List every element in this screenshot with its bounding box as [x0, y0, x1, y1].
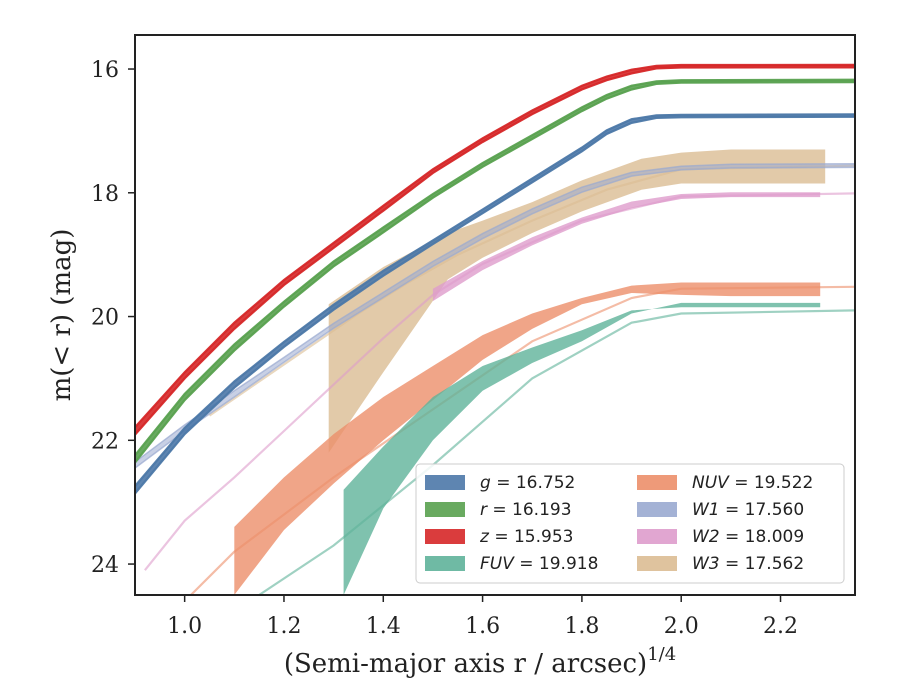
- legend-var-g: g: [480, 473, 491, 493]
- legend-var-w3: W3: [692, 554, 720, 574]
- y-axis-label: m(< r) (mag): [47, 229, 77, 402]
- series-w1-line: [135, 162, 855, 470]
- legend-entry-w3: W3 = 17.562: [692, 554, 804, 574]
- legend-entry-g: g = 16.752: [480, 473, 575, 493]
- y-tick-label: 16: [91, 58, 119, 83]
- x-tick-label: 1.4: [366, 614, 401, 639]
- series-z-line: [135, 63, 855, 437]
- legend-var-fuv: FUV: [480, 554, 515, 574]
- legend-var-nuv: NUV: [692, 473, 730, 493]
- legend-swatch-g: [425, 475, 465, 490]
- legend-entry-w1: W1 = 17.560: [692, 500, 804, 520]
- y-tick-label: 20: [91, 306, 119, 331]
- legend-swatch-fuv: [425, 556, 465, 571]
- x-tick-label: 2.2: [763, 614, 798, 639]
- legend-swatch-nuv: [637, 475, 677, 490]
- legend-entry-nuv: NUV = 19.522: [692, 473, 813, 493]
- series-w3-band: [328, 149, 826, 453]
- legend-value-nuv: = 19.522: [729, 473, 814, 493]
- series-g-line: [135, 113, 855, 496]
- legend-value-w1: = 17.560: [720, 500, 805, 520]
- y-axis: 16 18 20 22 24: [91, 58, 135, 578]
- legend-value-r: = 16.193: [487, 500, 572, 520]
- legend-box: [415, 463, 845, 584]
- y-tick-label: 24: [91, 553, 119, 578]
- legend-swatch-z: [425, 529, 465, 544]
- legend-entry-fuv: FUV = 19.918: [480, 554, 598, 574]
- x-axis-label: (Semi-major axis r / arcsec)1/4: [284, 644, 676, 679]
- x-tick-label: 2.0: [664, 614, 699, 639]
- legend-var-z: z: [479, 527, 490, 547]
- legend-entry-r: r = 16.193: [480, 500, 572, 520]
- x-tick-label: 1.6: [465, 614, 500, 639]
- x-tick-label: 1.8: [564, 614, 599, 639]
- x-tick-label: 1.2: [266, 614, 301, 639]
- legend-value-fuv: = 19.918: [514, 554, 599, 574]
- legend-value-g: = 16.752: [491, 473, 576, 493]
- legend-swatch-w1: [637, 502, 677, 517]
- legend-swatch-r: [425, 502, 465, 517]
- y-tick-label: 18: [91, 182, 119, 207]
- legend-value-z: = 15.953: [489, 527, 574, 547]
- plot-frame: [134, 34, 856, 596]
- legend-value-w3: = 17.562: [720, 554, 805, 574]
- x-axis: 1.0 1.2 1.4 1.6 1.8 2.0 2.2: [167, 595, 798, 639]
- legend-var-w2: W2: [692, 527, 720, 547]
- legend-value-w2: = 18.009: [720, 527, 805, 547]
- legend-swatch-w3: [637, 556, 677, 571]
- series-layer: [135, 63, 855, 595]
- series-nuv-band: [234, 282, 821, 595]
- legend-var-w1: W1: [692, 500, 720, 520]
- x-axis-label-exponent: 1/4: [647, 644, 676, 665]
- legend-swatch-w2: [637, 529, 677, 544]
- legend-entry-z: z = 15.953: [479, 527, 573, 547]
- x-axis-label-text: (Semi-major axis r / arcsec): [284, 649, 647, 679]
- legend-var-r: r: [480, 500, 488, 520]
- y-tick-label: 22: [91, 429, 119, 454]
- legend-entry-w2: W2 = 18.009: [692, 527, 804, 547]
- series-fuv-fit-line: [258, 309, 855, 595]
- series-r-line: [135, 78, 855, 465]
- x-tick-label: 1.0: [167, 614, 202, 639]
